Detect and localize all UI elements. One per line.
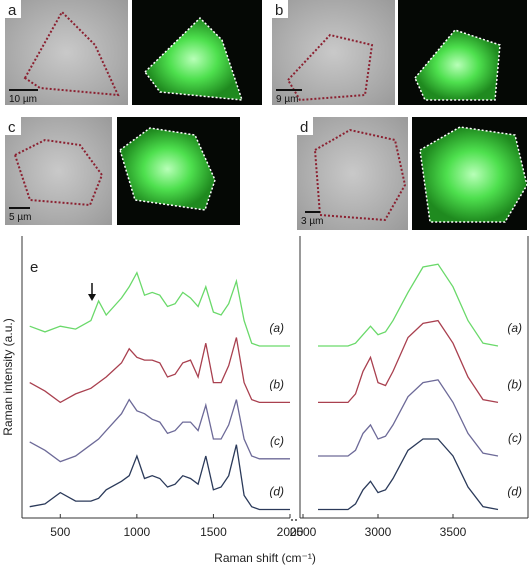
y-axis-label: Raman intensity (a.u.)	[1, 318, 15, 435]
panel-b: b 9 µm	[272, 0, 527, 105]
panel-label: d	[300, 119, 308, 136]
x-tick-label: 3500	[440, 525, 467, 539]
spectrum-line	[29, 337, 290, 404]
spectrum-line	[318, 379, 499, 457]
panel-d: d 3 µm	[297, 117, 528, 230]
series-label: (b)	[269, 377, 284, 391]
arrow-head	[88, 294, 96, 301]
series-label: (c)	[270, 434, 284, 448]
x-tick-label: 2000	[277, 525, 304, 539]
cell-fluorescence	[419, 126, 528, 223]
x-tick-label: 2500	[290, 525, 317, 539]
cell-outline	[23, 10, 120, 97]
x-axis-label: Raman shift (cm⁻¹)	[214, 551, 316, 565]
x-tick-label: 500	[50, 525, 70, 539]
series-label: (d)	[269, 485, 284, 499]
series-label: (d)	[507, 485, 522, 499]
series-label: (b)	[507, 377, 522, 391]
cell-fluorescence	[144, 16, 244, 101]
label-box	[297, 117, 313, 135]
panel-label: a	[8, 2, 17, 19]
panel-label: b	[275, 2, 283, 19]
label-box	[5, 117, 21, 135]
spectrum-line	[29, 271, 290, 347]
series-label: (c)	[508, 431, 522, 445]
cell-fluorescence	[414, 29, 501, 101]
bright-field-image	[272, 0, 395, 105]
spectrum-line	[29, 398, 290, 463]
scale-label: 3 µm	[301, 216, 323, 227]
x-tick-label: 1000	[124, 525, 151, 539]
scale-label: 10 µm	[9, 94, 37, 105]
scale-label: 5 µm	[9, 212, 31, 223]
spectrum-line	[29, 444, 290, 511]
bright-field-image	[5, 0, 128, 105]
label-box	[5, 0, 21, 18]
series-label: (a)	[269, 321, 284, 335]
x-tick-label: 3000	[365, 525, 392, 539]
series-label: (a)	[507, 321, 522, 335]
panel-label: e	[30, 259, 38, 276]
spectrum-line	[318, 263, 499, 347]
label-box	[272, 0, 288, 18]
panel-a: a 10 µm	[5, 0, 262, 105]
cell-outline	[286, 33, 374, 102]
bright-field-image	[297, 117, 408, 230]
scale-label: 9 µm	[276, 94, 298, 105]
panel-c: c 5 µm	[5, 117, 240, 225]
axis-break	[295, 519, 297, 521]
panel-label: c	[8, 119, 16, 136]
cell-outline	[13, 138, 104, 207]
spectrum-line	[318, 438, 499, 511]
axis-break	[291, 519, 293, 521]
x-tick-label: 1500	[200, 525, 227, 539]
cell-outline	[313, 128, 407, 222]
cell-fluorescence	[119, 127, 216, 211]
spectrum-line	[318, 319, 499, 404]
